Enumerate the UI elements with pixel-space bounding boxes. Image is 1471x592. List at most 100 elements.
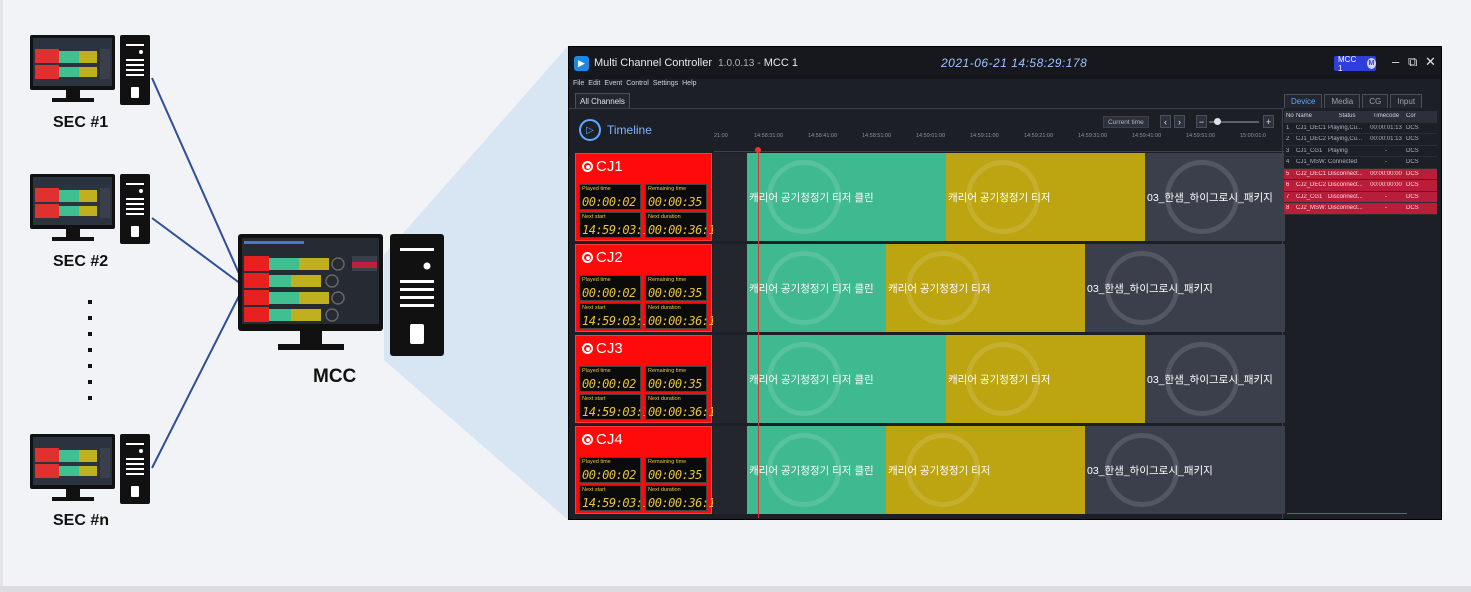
played-time-cell: Played time 00:00:02 [579,275,641,301]
channel-panel[interactable]: CJ2 Played time 00:00:02 Remaining time 00… [575,244,722,332]
menu-settings[interactable]: Settings [652,80,679,87]
zoom-in-icon[interactable]: + [1263,115,1274,128]
device-row[interactable]: 7 CJ2_CG1 Disconnect... - DCS [1284,191,1437,203]
track-gap [713,153,747,241]
device-row[interactable]: 4 CJ1_MSW1 Connected - DCS [1284,157,1437,169]
left-edge-line [0,0,3,592]
menu-help[interactable]: Help [682,80,697,87]
sec1-computer [30,35,150,105]
timeline-clip[interactable]: 캐리어 공기청정기 티저 클린 [747,426,886,514]
timeline-icon: ▷ [579,119,601,141]
tab-media[interactable]: Media [1324,94,1361,108]
next-start-cell: Next start 14:59:03:13 [579,303,656,329]
zoom-slider-handle[interactable] [1214,118,1221,125]
timeline-clip[interactable]: 캐리어 공기청정기 티저 클린 [747,335,946,423]
device-row[interactable]: 5 CJ2_DEC1 Disconnect... 00:00:00:00 DCS [1284,168,1437,180]
current-time-button[interactable]: Current time [1103,116,1149,128]
instance-badge[interactable]: MCC 1 M [1334,55,1376,73]
sec2-computer [30,174,150,244]
app-logo-icon: ▶ [574,55,589,71]
channel-track[interactable]: 캐리어 공기청정기 티저 클린 캐리어 공기청정기 티저 03_한샘_하이그로시… [713,426,1285,514]
onair-icon [582,161,593,172]
close-icon[interactable]: ✕ [1425,54,1436,69]
menu-file[interactable]: File [573,80,585,87]
tab-device[interactable]: Device [1284,94,1323,108]
timeline-clip[interactable]: 캐리어 공기청정기 티저 [946,335,1145,423]
timeline-clip[interactable]: 03_한샘_하이그로시_패키지 [1085,426,1285,514]
play-watermark-icon [767,251,841,325]
next-start-cell: Next start 14:59:03:13 [579,394,656,420]
clock-display: 2021-06-21 14:58:29:178 [941,56,1088,70]
ruler-tick: 14:58:41:00 [808,133,838,139]
timeline-clip[interactable]: 03_한샘_하이그로시_패키지 [1145,153,1285,241]
right-panel-tabs: Device Media CG Input [1284,94,1423,108]
tab-input[interactable]: Input [1390,94,1423,108]
link-sec1-mcc [151,77,242,279]
menu-edit[interactable]: Edit [588,80,601,87]
next-start-cell: Next start 14:59:03:13 [579,485,656,511]
tab-cg[interactable]: CG [1362,94,1389,108]
user-icon: M [1366,58,1376,69]
menu-control[interactable]: Control [626,80,649,87]
next-duration-cell: Next duration 00:00:36:13 [645,212,722,238]
ruler-tick: 14:59:01:00 [916,133,946,139]
link-secn-mcc [151,291,242,469]
device-row[interactable]: 2 CJ1_DEC2 Playing,Cu... 00:00:01:13 DCS [1284,134,1437,146]
timeline-clip[interactable]: 03_한샘_하이그로시_패키지 [1145,335,1285,423]
right-panel-scrollbar[interactable] [1287,513,1407,514]
remaining-time-cell: Remaining time 00:00:35 [645,275,707,301]
timeline-clip[interactable]: 03_한샘_하이그로시_패키지 [1085,244,1285,332]
clock-watermark-icon [906,433,980,507]
device-row[interactable]: 8 CJ2_MSW1 Disconnect... - DCS [1284,203,1437,215]
minimize-icon[interactable]: – [1392,54,1400,69]
channel-track[interactable]: 캐리어 공기청정기 티저 클린 캐리어 공기청정기 티저 03_한샘_하이그로시… [713,244,1285,332]
clock-watermark-icon [906,251,980,325]
ruler-tick: 14:59:41:00 [1132,133,1162,139]
played-time-cell: Played time 00:00:02 [579,457,641,483]
ruler-tick: 14:59:21:00 [1024,133,1054,139]
ruler-tick: 14:59:31:00 [1078,133,1108,139]
prev-arrow-icon[interactable]: ‹ [1160,115,1171,128]
onair-icon [582,252,593,263]
timeline-clip[interactable]: 캐리어 공기청정기 티저 [886,426,1085,514]
channel-name: CJ2 [582,249,623,266]
zoom-projection [384,46,568,520]
device-table-header: No Name Status Timecode Cor [1284,111,1437,123]
track-gap [713,335,747,423]
timeline-clip[interactable]: 캐리어 공기청정기 티저 [886,244,1085,332]
ruler-tick: 14:58:51:00 [862,133,892,139]
played-time-cell: Played time 00:00:02 [579,366,641,392]
device-row[interactable]: 6 CJ2_DEC2 Disconnect... 00:00:00:00 DCS [1284,180,1437,192]
next-arrow-icon[interactable]: › [1174,115,1185,128]
zoom-slider[interactable] [1209,121,1259,123]
track-gap [713,426,747,514]
sec2-label: SEC #2 [53,253,109,270]
device-row[interactable]: 3 CJ1_CG1 Playing - DCS [1284,145,1437,157]
ellipsis-dots [88,300,92,400]
channel-panel[interactable]: CJ3 Played time 00:00:02 Remaining time 00… [575,335,722,423]
remaining-time-cell: Remaining time 00:00:35 [645,457,707,483]
timeline-clip[interactable]: 캐리어 공기청정기 티저 클린 [747,153,946,241]
ruler-tick: 21:00 [714,133,728,139]
time-ruler: 21:00 14:58:31:00 14:58:41:00 14:58:51:0… [714,131,1284,152]
channel-panel[interactable]: CJ1 Played time 00:00:02 Remaining time 00… [575,153,722,241]
clock-watermark-icon [966,342,1040,416]
remaining-time-cell: Remaining time 00:00:35 [645,184,707,210]
menu-event[interactable]: Event [604,80,623,87]
timeline-clip[interactable]: 캐리어 공기청정기 티저 [946,153,1145,241]
next-duration-cell: Next duration 00:00:36:13 [645,485,722,511]
onair-icon [582,343,593,354]
channel-panel[interactable]: CJ4 Played time 00:00:02 Remaining time 00… [575,426,722,514]
track-gap [713,244,747,332]
next-start-cell: Next start 14:59:03:13 [579,212,656,238]
channel-row: CJ1 Played time 00:00:02 Remaining time 00… [575,153,1285,243]
restore-icon[interactable]: ⧉ [1408,54,1418,69]
zoom-out-icon[interactable]: − [1196,115,1207,128]
channel-track[interactable]: 캐리어 공기청정기 티저 클린 캐리어 공기청정기 티저 03_한샘_하이그로시… [713,335,1285,423]
ruler-tick: 14:58:31:00 [754,133,784,139]
tab-all-channels[interactable]: All Channels [575,93,630,109]
channel-track[interactable]: 캐리어 공기청정기 티저 클린 캐리어 공기청정기 티저 03_한샘_하이그로시… [713,153,1285,241]
device-row[interactable]: 1 CJ1_DEC1 Playing,Cu... 00:00:01:13 DCS [1284,122,1437,134]
timeline-clip[interactable]: 캐리어 공기청정기 티저 클린 [747,244,886,332]
